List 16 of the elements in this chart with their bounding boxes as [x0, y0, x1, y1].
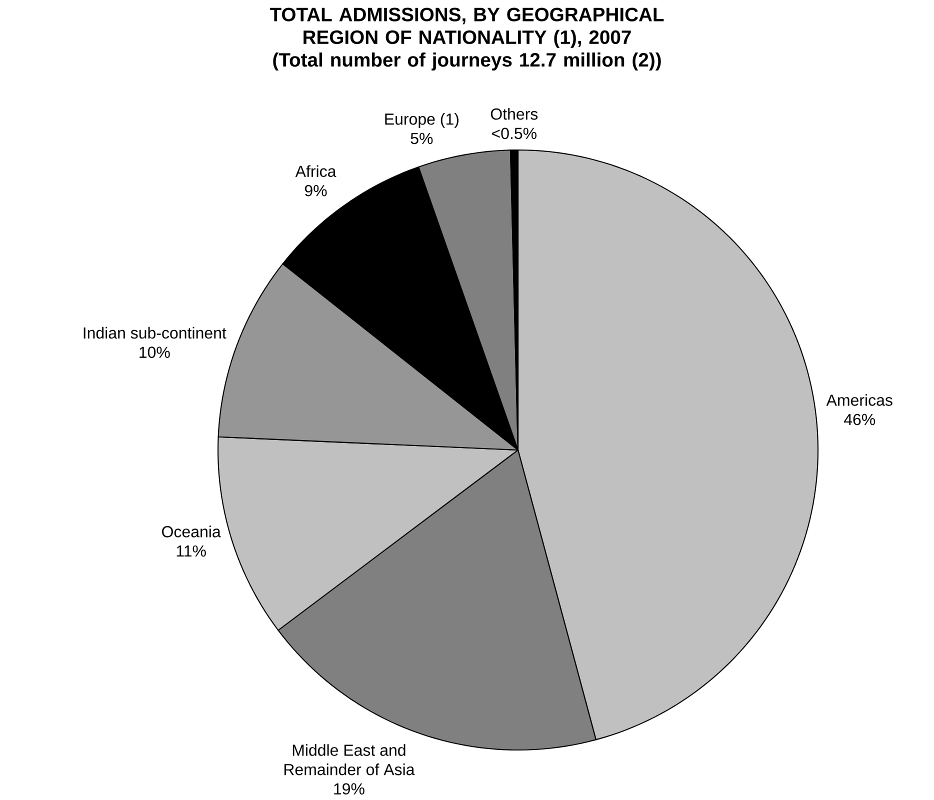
data-label: 10%	[140, 346, 170, 358]
data-label: 46%	[844, 414, 876, 426]
data-label: 11%	[176, 545, 206, 557]
data-label: 19%	[334, 783, 364, 795]
chart-subtitle: (Total number of journeys 12.7 million (2))	[273, 52, 661, 71]
slice-label: Europe (1)	[385, 113, 458, 128]
chart-title: TOTAL ADMISSIONS, BY GEOGRAPHICAL REGION OF NATIONALITY (1), 2007	[270, 8, 664, 48]
data-label: 9%	[304, 184, 327, 196]
slice-label: Africa	[295, 165, 336, 177]
slice-label: Others	[490, 108, 538, 120]
data-label: 5%	[410, 132, 433, 144]
data-label: <0.5%	[492, 128, 536, 140]
slice-label: Indian sub-continent	[84, 326, 226, 339]
slice-label: Middle East and Remainder of Asia	[284, 744, 415, 776]
slice-label: Americas	[826, 394, 892, 406]
slice-label: Oceania	[162, 526, 221, 538]
